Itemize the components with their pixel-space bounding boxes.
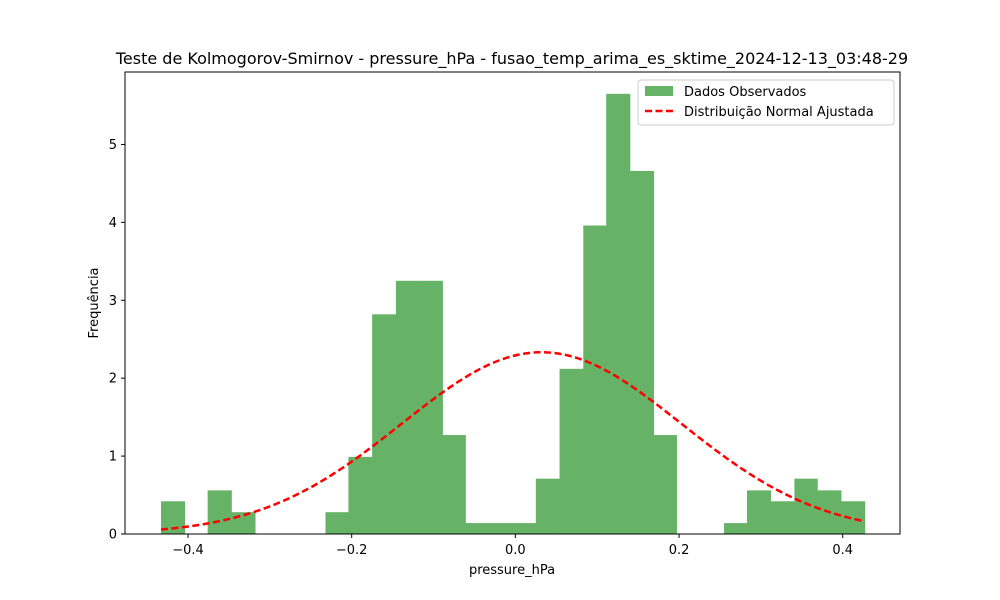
x-tick-label: 0.2 xyxy=(669,543,690,558)
x-tick-label: 0.0 xyxy=(505,543,526,558)
histogram-bar xyxy=(372,314,397,534)
plot-frame xyxy=(124,71,901,535)
histogram-bar xyxy=(746,490,772,534)
legend-histogram-label: Dados Observados xyxy=(684,85,807,100)
histogram-bar xyxy=(629,170,655,534)
histogram-bar xyxy=(653,435,677,534)
y-axis-label: Frequência xyxy=(87,267,102,338)
y-tick-label: 3 xyxy=(109,294,117,309)
y-tick-label: 2 xyxy=(109,372,117,387)
histogram-bar xyxy=(559,368,584,534)
y-axis-ticks: 0 1 2 3 4 5 xyxy=(109,138,125,543)
histogram-bars xyxy=(161,93,866,535)
x-tick-label: −0.2 xyxy=(336,543,368,558)
histogram-bar xyxy=(583,225,607,535)
x-axis-ticks: −0.4 −0.2 0.0 0.2 0.4 xyxy=(172,534,853,558)
x-axis-label: pressure_hPa xyxy=(469,563,555,578)
histogram-bar xyxy=(794,478,818,534)
y-tick-label: 5 xyxy=(109,138,117,153)
histogram-bar xyxy=(770,501,795,534)
histogram-bar xyxy=(207,490,232,534)
histogram-bar xyxy=(325,512,349,534)
histogram-bar xyxy=(348,456,373,534)
histogram-bar xyxy=(489,523,514,534)
y-tick-label: 1 xyxy=(109,450,117,465)
y-tick-label: 4 xyxy=(109,216,117,231)
histogram-bar xyxy=(465,523,490,534)
histogram-bar xyxy=(606,93,631,534)
y-tick-label: 0 xyxy=(109,528,117,543)
normal-fit-curve xyxy=(160,350,866,531)
histogram-bar xyxy=(724,523,748,534)
x-tick-label: −0.4 xyxy=(172,543,204,558)
legend: Dados Observados Distribuição Normal Aju… xyxy=(637,79,895,126)
chart-title: Teste de Kolmogorov-Smirnov - pressure_h… xyxy=(115,49,908,69)
histogram-bar xyxy=(535,478,560,534)
x-tick-label: 0.4 xyxy=(832,543,853,558)
legend-box xyxy=(637,79,895,126)
histogram-bar xyxy=(442,435,466,534)
legend-normal-fit-label: Distribuição Normal Ajustada xyxy=(684,105,874,120)
normal-fit-curve-layer xyxy=(160,350,866,531)
legend-histogram-swatch xyxy=(645,86,673,96)
histogram-bar xyxy=(512,523,537,534)
histogram-bar xyxy=(395,280,420,534)
histogram-bar xyxy=(231,512,256,534)
